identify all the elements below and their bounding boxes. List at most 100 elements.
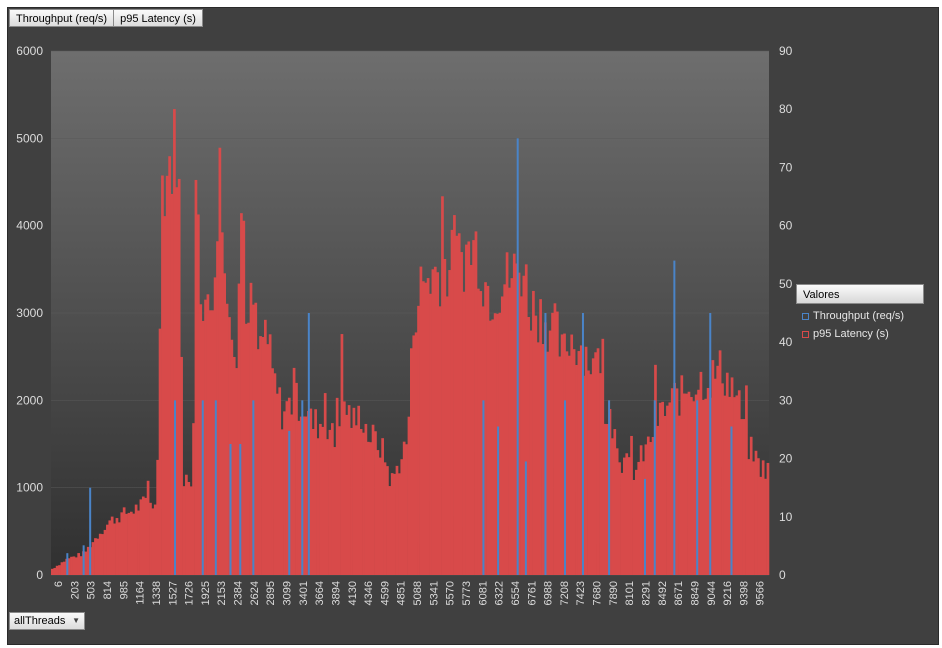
x-tick-label: 9216 <box>722 581 734 605</box>
latency-bar <box>740 419 743 575</box>
x-tick-label: 4130 <box>347 581 359 605</box>
latency-bar <box>723 395 727 575</box>
latency-bar <box>515 263 518 575</box>
latency-bar <box>579 345 583 575</box>
x-tick-label: 2624 <box>249 581 261 605</box>
latency-bar <box>352 407 356 575</box>
latency-bar <box>189 486 193 575</box>
latency-bar <box>450 229 454 576</box>
latency-bar <box>129 511 133 575</box>
y-left-tick-label: 6000 <box>16 44 43 58</box>
latency-bar <box>405 444 408 575</box>
x-tick-label: 4851 <box>396 581 408 605</box>
x-tick-label: 7208 <box>559 581 571 605</box>
x-tick-label: 3401 <box>298 581 310 605</box>
latency-bar <box>752 461 755 575</box>
latency-bar <box>687 391 691 575</box>
filter-label: allThreads <box>14 615 66 627</box>
latency-bar <box>558 356 562 575</box>
field-button-throughput[interactable]: Throughput (req/s) <box>9 9 115 27</box>
latency-bar <box>70 556 73 575</box>
latency-bar <box>445 296 449 575</box>
latency-bar <box>366 441 370 575</box>
latency-bar <box>474 231 478 575</box>
y-left-tick-label: 0 <box>36 568 43 582</box>
latency-bar <box>223 273 227 575</box>
throughput-bar <box>673 260 676 575</box>
latency-bar <box>453 215 456 575</box>
throughput-bar <box>544 313 547 575</box>
latency-bar <box>656 425 660 575</box>
latency-bar <box>553 303 557 575</box>
latency-bar <box>749 436 753 575</box>
latency-bar <box>204 299 207 575</box>
latency-bar <box>455 235 459 576</box>
y-right-tick-label: 40 <box>779 335 793 349</box>
latency-bar <box>759 476 763 575</box>
latency-bar <box>137 510 140 575</box>
latency-bar <box>168 156 171 575</box>
latency-bar <box>678 415 681 575</box>
latency-bar <box>96 538 100 575</box>
latency-bar <box>761 460 765 575</box>
latency-bar <box>625 453 629 575</box>
latency-bar <box>663 415 667 575</box>
field-button-latency[interactable]: p95 Latency (s) <box>114 9 203 27</box>
latency-bar <box>359 429 363 575</box>
x-tick-label: 8671 <box>673 581 685 605</box>
x-tick-label: 6761 <box>526 581 538 605</box>
legend-title[interactable]: Valores <box>796 284 924 304</box>
latency-bar <box>304 416 308 575</box>
throughput-bar <box>239 444 242 575</box>
latency-bar <box>706 387 710 575</box>
latency-bar <box>292 367 296 575</box>
latency-bar <box>98 533 102 575</box>
latency-bar <box>106 524 109 575</box>
latency-bar <box>275 393 279 575</box>
latency-bar <box>632 479 636 575</box>
latency-bar <box>548 330 552 575</box>
latency-bar <box>350 427 353 575</box>
latency-bar <box>699 371 703 575</box>
latency-bar <box>611 438 614 575</box>
latency-bar <box>158 328 162 575</box>
latency-bar <box>426 278 430 575</box>
latency-bar <box>268 334 272 575</box>
latency-bar <box>376 450 380 575</box>
throughput-bar <box>482 400 485 575</box>
filter-dropdown[interactable]: allThreads ▼ <box>9 612 85 630</box>
latency-bar <box>321 426 325 575</box>
latency-bar <box>436 272 440 575</box>
latency-bar <box>74 557 78 575</box>
latency-bar <box>278 387 282 575</box>
latency-bar <box>613 429 617 575</box>
throughput-bar <box>66 553 69 575</box>
x-tick-label: 3894 <box>330 581 342 605</box>
field-buttons: Throughput (req/s) p95 Latency (s) <box>9 9 203 27</box>
latency-bar <box>692 401 696 575</box>
throughput-bar <box>301 400 304 575</box>
latency-bar <box>118 522 121 575</box>
latency-bar <box>716 365 720 575</box>
legend-item-throughput: Throughput (req/s) <box>796 310 924 322</box>
latency-bar <box>675 388 679 575</box>
legend: Valores Throughput (req/s) p95 Latency (… <box>796 284 924 340</box>
latency-bar <box>340 334 344 575</box>
latency-bar <box>170 193 174 576</box>
latency-bar <box>546 351 550 575</box>
latency-bar <box>254 302 258 575</box>
latency-bar <box>151 508 155 575</box>
latency-bar <box>414 332 418 575</box>
x-tick-label: 985 <box>118 581 130 599</box>
latency-bar <box>565 351 569 575</box>
latency-bar <box>618 462 621 575</box>
chevron-down-icon: ▼ <box>72 616 80 625</box>
latency-bar <box>173 109 176 575</box>
latency-bar <box>536 342 540 575</box>
latency-bar <box>362 432 365 575</box>
latency-bar <box>247 322 250 575</box>
latency-bar <box>319 423 322 575</box>
latency-bar <box>512 253 516 575</box>
latency-bar <box>256 349 260 575</box>
latency-bar <box>577 351 581 575</box>
